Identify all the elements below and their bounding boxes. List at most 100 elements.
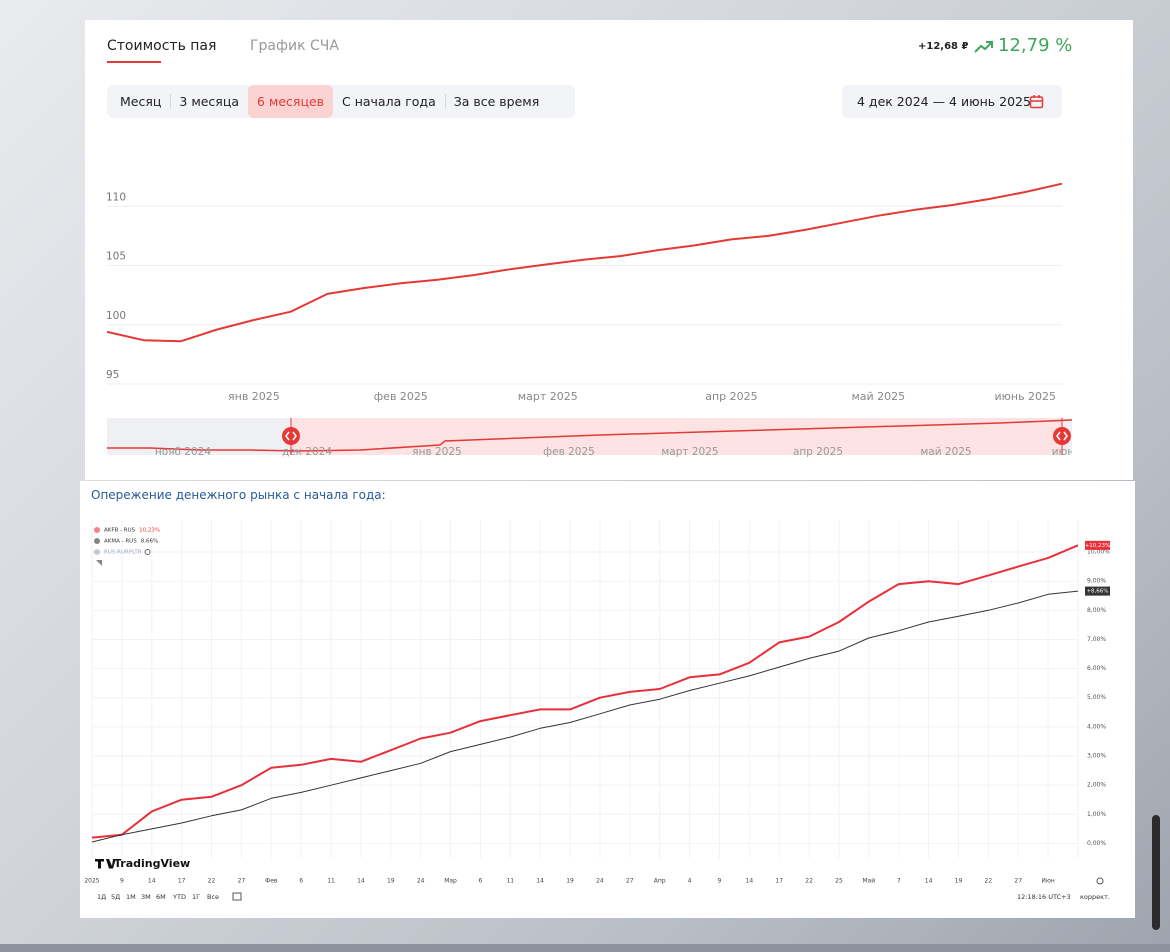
tv-range-button[interactable]: 1Г — [192, 893, 200, 901]
handle-glyph — [285, 431, 297, 441]
x-tick-label: 27 — [238, 878, 246, 885]
y-tick-label: 0,00% — [1087, 840, 1106, 847]
tradingview-card — [80, 481, 1135, 918]
x-tick-label: Фев — [265, 878, 278, 885]
x-tick-label: 14 — [925, 878, 933, 885]
y-tick-label: 100 — [106, 310, 126, 322]
tv-logo-icon — [95, 859, 116, 869]
date-range[interactable]: 4 дек 2024 — 4 июнь 2025 — [842, 85, 1062, 118]
x-tick-label: март 2025 — [518, 390, 578, 403]
navigator-label: март 2025 — [661, 446, 718, 458]
tv-range-button[interactable]: 3М — [141, 893, 151, 901]
y-tick-label: 4,00% — [1087, 723, 1106, 730]
legend-visibility — [144, 549, 151, 555]
legend-name: RUS.RURPLTR — [104, 550, 142, 556]
legend-collapse[interactable] — [96, 560, 102, 566]
x-tick-label: 14 — [148, 878, 156, 885]
navigator-line — [107, 419, 1072, 452]
series-line — [106, 182, 1063, 343]
tv-logo: TradingView — [95, 857, 190, 870]
y-tick-label: 10,00% — [1087, 549, 1110, 556]
x-tick-label: Мар — [444, 878, 457, 885]
period-button[interactable]: С начала года — [342, 94, 436, 109]
y-tick-label: 5,00% — [1087, 694, 1106, 701]
legend-name: AKFB - RUS — [104, 528, 136, 534]
x-tick-label: 27 — [626, 878, 634, 885]
tv-range-button[interactable]: YTD — [172, 893, 186, 901]
period-switch: Месяц 3 месяца 6 месяцев С начала года З… — [107, 85, 575, 118]
x-tick-label: 14 — [357, 878, 365, 885]
legend-icon — [94, 538, 100, 544]
range-handle[interactable] — [1053, 427, 1071, 445]
x-tick-label: июнь 2025 — [994, 390, 1056, 403]
section-title: Опережение денежного рынка с начала года… — [91, 488, 386, 502]
series-line — [91, 590, 1079, 843]
tv-logo-text: TradingView — [114, 857, 190, 870]
calendar-icon — [1029, 95, 1044, 109]
x-tick-label: Апр — [654, 878, 666, 885]
x-tick-label: 25 — [835, 878, 843, 885]
tv-adjust[interactable]: коррект. — [1080, 893, 1110, 901]
x-tick-label: Июн — [1041, 878, 1055, 885]
tv-time: 12:18:16 UTC+3 — [1017, 893, 1071, 901]
y-tick-label: 8,00% — [1087, 607, 1106, 614]
x-tick-label: 24 — [417, 878, 425, 885]
legend-value: 8,66% — [141, 539, 158, 545]
change-pct: 12,79 % — [998, 35, 1073, 56]
x-tick-label: 22 — [208, 878, 216, 885]
navigator-label: янв 2025 — [412, 446, 461, 458]
x-tick-label: 19 — [387, 878, 395, 885]
navigator-label: фев 2025 — [543, 446, 595, 458]
x-tick-label: 6 — [479, 878, 483, 885]
bottom-strip — [0, 944, 1170, 952]
price-tag — [1085, 586, 1110, 596]
tv-calendar[interactable] — [232, 892, 242, 901]
tab-underline — [107, 61, 161, 63]
price-tag — [1085, 540, 1110, 550]
scrollbar[interactable] — [1152, 815, 1160, 930]
tab[interactable]: Стоимость пая — [107, 38, 217, 54]
x-tick-label: 14 — [536, 878, 544, 885]
tv-range-button[interactable]: 1М — [126, 893, 136, 901]
range-handle[interactable] — [282, 427, 300, 445]
x-tick-label: 4 — [688, 878, 692, 885]
tv-range-button[interactable]: 5Д — [111, 893, 120, 901]
tv-range-button[interactable]: 1Д — [97, 893, 106, 901]
tab[interactable]: График СЧА — [250, 38, 339, 54]
period-button[interactable]: 6 месяцев — [248, 85, 334, 118]
y-tick-label: 7,00% — [1087, 636, 1106, 643]
series-line — [91, 544, 1079, 839]
navigator: нояб 2024 дек 2024 янв 2025 фев 2025 март 20… — [107, 418, 1075, 458]
legend-icon — [94, 527, 100, 533]
x-tick-label: 11 — [506, 878, 514, 885]
period-button[interactable]: Месяц — [120, 94, 162, 109]
x-tick-label: 19 — [566, 878, 574, 885]
legend-icon — [94, 549, 100, 555]
navigator-label: июн — [1052, 446, 1075, 458]
x-tick-label: 22 — [985, 878, 993, 885]
navigator-label: нояб 2024 — [155, 446, 211, 458]
x-tick-label: янв 2025 — [228, 390, 280, 403]
x-tick-label: 7 — [897, 878, 901, 885]
period-button[interactable]: 3 месяца — [170, 85, 248, 118]
x-tick-label: 6 — [299, 878, 303, 885]
period-button[interactable]: За все время — [444, 85, 549, 118]
price-tag-label: +10,23% — [1085, 543, 1111, 549]
y-tick-label: 9,00% — [1087, 578, 1106, 585]
x-tick-label: фев 2025 — [374, 390, 428, 403]
tv-range-button[interactable]: 6М — [156, 893, 166, 901]
tv-settings[interactable] — [1096, 877, 1104, 885]
x-tick-label: 9 — [718, 878, 722, 885]
navigator-label: дек 2024 — [282, 446, 332, 458]
x-tick-label: апр 2025 — [705, 390, 757, 403]
date-range-text: 4 дек 2024 — 4 июнь 2025 — [857, 94, 1031, 109]
tv-range-button[interactable]: Все — [207, 893, 219, 901]
navigator-label: май 2025 — [920, 446, 971, 458]
x-tick-label: 9 — [120, 878, 124, 885]
navigator-label: апр 2025 — [793, 446, 843, 458]
trend-icon — [974, 41, 993, 53]
handle-glyph — [1056, 431, 1068, 441]
legend-value: 10,23% — [139, 528, 160, 534]
